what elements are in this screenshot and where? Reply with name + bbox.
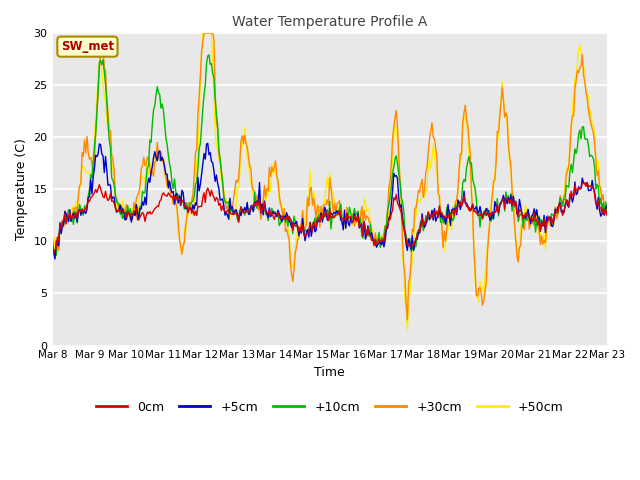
Title: Water Temperature Profile A: Water Temperature Profile A xyxy=(232,15,428,29)
X-axis label: Time: Time xyxy=(314,366,345,379)
Y-axis label: Temperature (C): Temperature (C) xyxy=(15,138,28,240)
Text: SW_met: SW_met xyxy=(61,40,114,53)
Legend: 0cm, +5cm, +10cm, +30cm, +50cm: 0cm, +5cm, +10cm, +30cm, +50cm xyxy=(91,396,569,419)
